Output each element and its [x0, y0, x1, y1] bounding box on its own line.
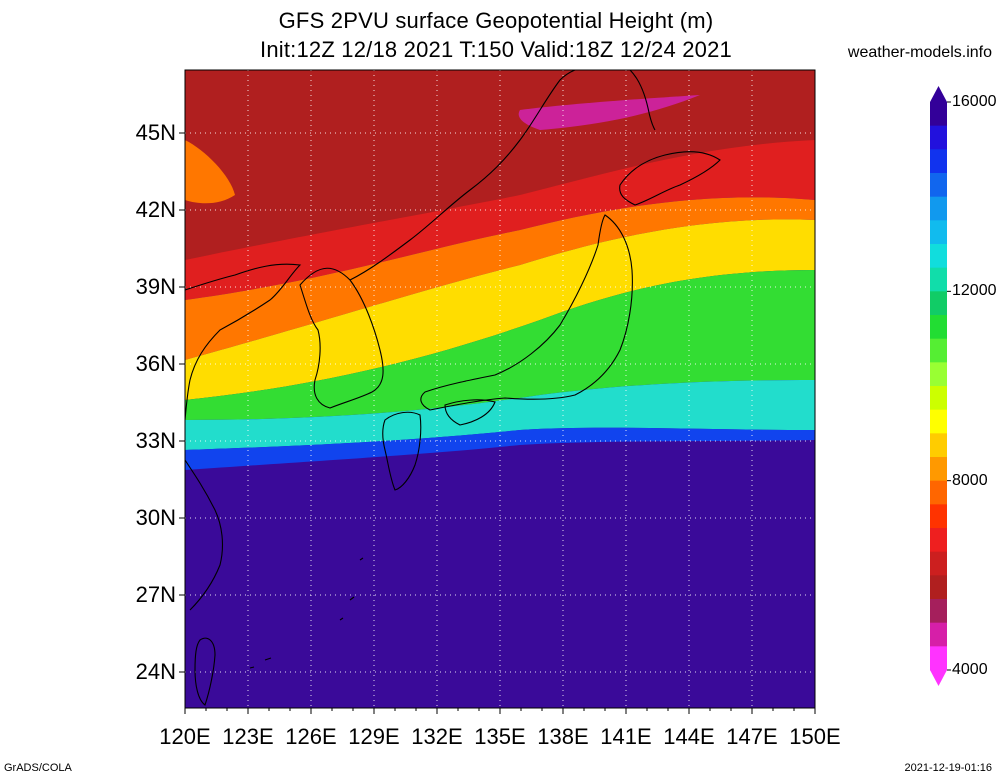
hokkaido-coast — [619, 151, 721, 206]
lon-label: 126E — [285, 724, 337, 749]
colorbar-segment — [930, 457, 947, 482]
colorbar-top-arrow — [930, 86, 947, 102]
china-coast — [185, 263, 302, 421]
height-field — [185, 70, 815, 708]
colorbar-segment — [930, 599, 947, 624]
honshu-coast — [420, 214, 633, 411]
colorbar-segment — [930, 291, 947, 316]
colorbar-segment — [930, 362, 947, 387]
colorbar-segment — [930, 480, 947, 505]
colorbar-segment — [930, 315, 947, 340]
lat-label: 39N — [135, 274, 176, 299]
title-line-2: Init:12Z 12/18 2021 T:150 Valid:18Z 12/2… — [260, 37, 732, 62]
lon-label: 135E — [474, 724, 526, 749]
colorbar-bottom-arrow — [930, 670, 947, 686]
lon-label: 138E — [537, 724, 589, 749]
colorbar-label: 16000 — [952, 93, 997, 110]
lon-label: 123E — [222, 724, 274, 749]
lat-label: 27N — [135, 582, 176, 607]
colorbar — [930, 86, 951, 686]
lon-label: 132E — [411, 724, 463, 749]
shikoku-coast — [444, 399, 496, 426]
colorbar-segment — [930, 196, 947, 221]
band-orange-west — [185, 140, 235, 204]
band-blue — [185, 427, 815, 470]
lon-label: 144E — [663, 724, 715, 749]
lon-label: 120E — [159, 724, 211, 749]
colorbar-segment — [930, 528, 947, 553]
footer-timestamp: 2021-12-19-01:16 — [904, 762, 992, 774]
lat-label: 42N — [135, 197, 176, 222]
grid — [185, 70, 815, 708]
colorbar-segment — [930, 551, 947, 576]
colorbar-segment — [930, 267, 947, 292]
colorbar-segment — [930, 244, 947, 269]
footer-credit: GrADS/COLA — [4, 762, 72, 774]
lon-label: 147E — [726, 724, 778, 749]
colorbar-segment — [930, 504, 947, 529]
lat-label: 30N — [135, 505, 176, 530]
colorbar-label: 12000 — [952, 282, 997, 300]
lon-label: 141E — [600, 724, 652, 749]
colorbar-segment — [930, 622, 947, 647]
coastlines — [185, 70, 721, 706]
lat-label: 24N — [135, 659, 176, 684]
colorbar-segment — [930, 173, 947, 198]
colorbar-segment — [930, 220, 947, 245]
lat-label: 36N — [135, 351, 176, 376]
colorbar-label: 4000 — [952, 661, 988, 678]
colorbar-segment — [930, 386, 947, 411]
colorbar-label: 8000 — [952, 471, 988, 489]
lon-label: 129E — [348, 724, 400, 749]
sakhalin-coast — [629, 70, 656, 131]
title-line-1: GFS 2PVU surface Geopotential Height (m) — [278, 8, 714, 33]
band-yellow — [185, 219, 815, 400]
colorbar-segment — [930, 102, 947, 127]
china-south-coast — [185, 459, 224, 611]
colorbar-segment — [930, 646, 947, 671]
colorbar-segment — [930, 338, 947, 363]
colorbar-segment — [930, 433, 947, 458]
colorbar-segment — [930, 149, 947, 174]
kyushu-coast — [382, 411, 422, 491]
taiwan-coast — [194, 637, 216, 706]
colorbar-segment — [930, 409, 947, 434]
colorbar-segment — [930, 125, 947, 150]
russia-coast — [349, 70, 576, 281]
site-credit: weather-models.info — [847, 44, 992, 61]
axis-ticks — [179, 132, 816, 714]
lon-label: 150E — [789, 724, 841, 749]
colorbar-segment — [930, 575, 947, 600]
band-magenta — [518, 95, 700, 130]
band-orange — [185, 197, 815, 360]
ryukyu-islands — [249, 557, 364, 669]
lat-label: 45N — [135, 120, 176, 145]
lat-label: 33N — [135, 428, 176, 453]
